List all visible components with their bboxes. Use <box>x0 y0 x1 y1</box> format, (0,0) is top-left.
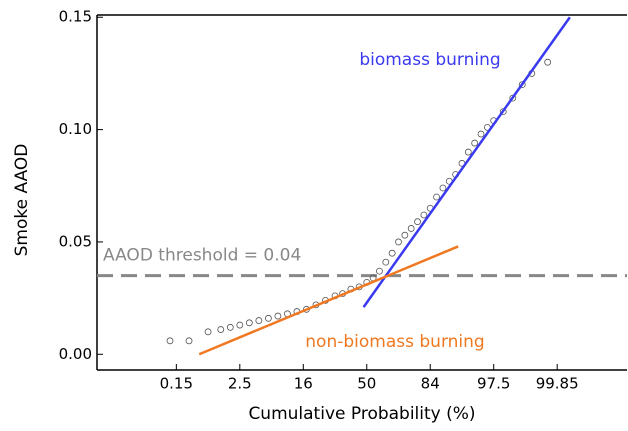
x-tick-label: 97.5 <box>477 375 510 393</box>
data-point <box>414 218 421 226</box>
data-point <box>471 139 479 147</box>
data-point <box>477 130 485 138</box>
x-axis-title: Cumulative Probability (%) <box>248 404 475 424</box>
y-tick-label: 0.05 <box>59 232 92 250</box>
data-point <box>509 94 517 102</box>
fit-label: non-biomass burning <box>305 332 484 352</box>
data-point <box>255 317 263 324</box>
x-tick-label: 16 <box>294 375 313 393</box>
data-point <box>388 249 396 257</box>
data-point <box>166 337 174 345</box>
data-point <box>464 148 472 156</box>
data-point <box>499 108 507 116</box>
data-point <box>204 328 212 336</box>
y-tick-label: 0.15 <box>59 8 92 26</box>
data-point <box>544 58 552 66</box>
data-point <box>518 81 526 89</box>
data-point <box>236 321 244 329</box>
data-point <box>245 319 253 327</box>
data-point <box>407 225 415 232</box>
data-point <box>420 211 428 219</box>
fit-line <box>362 16 571 308</box>
data-point <box>217 326 225 333</box>
x-tick-label: 50 <box>357 375 376 393</box>
threshold-label: AAOD threshold = 0.04 <box>103 246 301 266</box>
x-tick-label: 99.85 <box>536 375 579 393</box>
data-point <box>439 184 447 192</box>
y-tick-label: 0.10 <box>59 120 92 138</box>
data-point <box>274 312 282 320</box>
x-tick-label: 84 <box>421 375 440 393</box>
data-point <box>382 258 390 266</box>
data-point <box>185 337 193 345</box>
y-tick-label: 0.00 <box>59 345 92 363</box>
fit-line <box>198 245 459 356</box>
data-point <box>401 231 409 239</box>
data-point <box>264 314 272 322</box>
data-point <box>226 323 234 331</box>
data-point <box>376 267 383 275</box>
fit-label: biomass burning <box>359 50 500 70</box>
x-tick-label: 2.5 <box>228 375 252 393</box>
x-tick-label: 0.15 <box>160 375 193 393</box>
y-axis-title: Smoke AAOD <box>12 144 32 257</box>
data-point <box>395 238 402 246</box>
data-point <box>433 193 440 201</box>
